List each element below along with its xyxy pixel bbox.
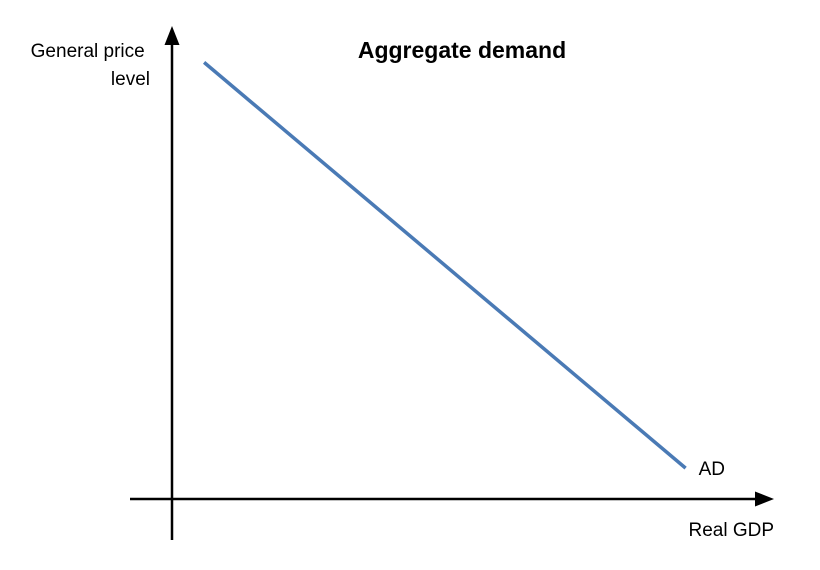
chart-title: Aggregate demand bbox=[358, 37, 566, 63]
series-line-ad bbox=[202, 61, 687, 470]
x-axis-label: Real GDP bbox=[688, 520, 774, 541]
y-axis-label-line-1: General price bbox=[31, 41, 145, 62]
y-axis-arrowhead bbox=[164, 26, 180, 45]
y-axis-label: General price level bbox=[31, 41, 150, 90]
x-axis-arrowhead bbox=[755, 491, 774, 507]
series-layer: AD bbox=[202, 61, 725, 480]
series-label-ad: AD bbox=[699, 459, 725, 480]
y-axis-label-line-2: level bbox=[111, 69, 150, 90]
